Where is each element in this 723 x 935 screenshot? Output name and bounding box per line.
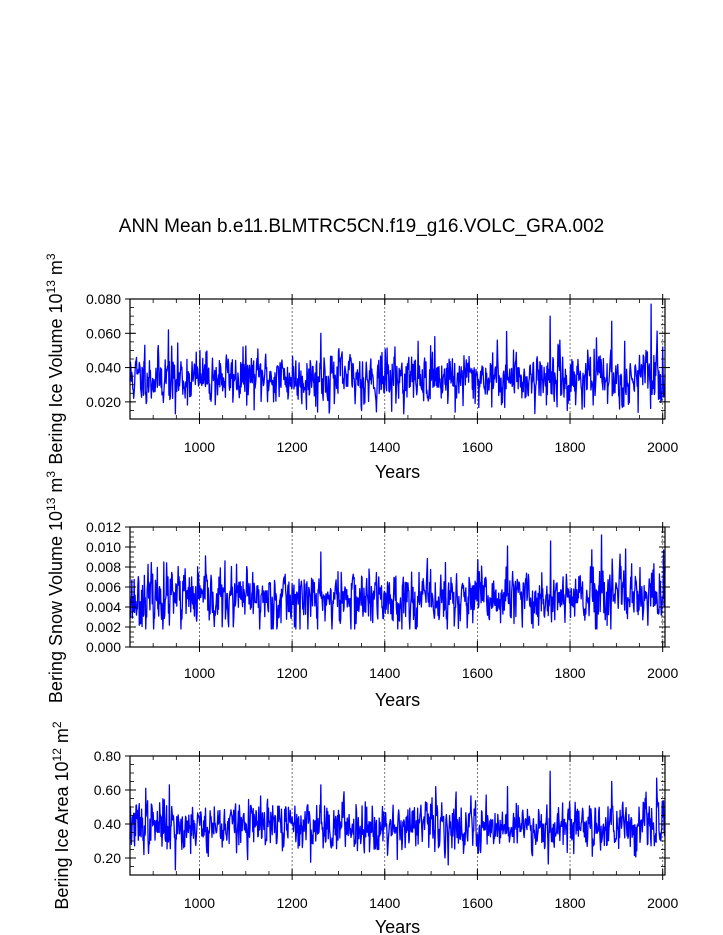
x-tick-label: 1400 (369, 439, 400, 455)
y-axis-label-part: 2 (50, 721, 64, 728)
x-tick-label: 2000 (647, 665, 678, 681)
x-tick-label: 1600 (462, 665, 493, 681)
y-axis-label-part: 3 (44, 253, 58, 260)
y-tick-label: 0.004 (86, 599, 121, 615)
y-axis-label-part: Bering Ice Volume 10 (46, 293, 66, 464)
x-tick-label: 1400 (369, 665, 400, 681)
y-tick-label: 0.40 (94, 816, 121, 832)
x-tick-label: 1600 (462, 895, 493, 911)
x-tick-label: 2000 (647, 439, 678, 455)
y-axis-label: Bering Ice Area 1012 m2 (50, 721, 72, 909)
panel-snow-volume: 0.000 0.002 0.004 0.006 0.008 0.010 0.012 1000 1… (44, 471, 678, 710)
y-axis-label-part: 13 (44, 497, 58, 511)
x-tick-label: 1000 (184, 439, 215, 455)
x-tick-label: 1800 (554, 895, 585, 911)
y-axis-label-part: 13 (44, 280, 58, 294)
y-tick-label: 0.040 (86, 360, 121, 376)
panel-ice-volume: 0.020 0.040 0.060 0.080 1000 1200 1400 1600 1800… (44, 253, 678, 482)
y-tick-label: 0.008 (86, 559, 121, 575)
y-tick-label: 0.002 (86, 619, 121, 635)
x-tick-label: 1200 (277, 895, 308, 911)
y-axis-label-part: m (52, 728, 72, 748)
y-tick-label: 0.000 (86, 639, 121, 655)
x-tick-label: 1800 (554, 665, 585, 681)
y-tick-label: 0.20 (94, 850, 121, 866)
chart-title: ANN Mean b.e11.BLMTRC5CN.f19_g16.VOLC_GR… (118, 216, 605, 237)
x-tick-label: 1400 (369, 895, 400, 911)
y-axis-label-part: 12 (50, 748, 64, 762)
x-tick-label: 1000 (184, 895, 215, 911)
y-tick-label: 0.006 (86, 579, 121, 595)
y-tick-label: 0.080 (86, 291, 121, 307)
x-axis-label: Years (375, 917, 420, 935)
x-tick-label: 1200 (277, 439, 308, 455)
x-axis-label: Years (375, 690, 420, 710)
y-axis-label-part: m (46, 260, 66, 280)
y-axis-label-part: Bering Snow Volume 10 (46, 511, 66, 703)
panel-ice-area: 0.20 0.40 0.60 0.80 1000 1200 1400 1600 1800 2000… (50, 721, 678, 935)
x-axis-label: Years (375, 462, 420, 482)
y-axis-label: Bering Snow Volume 1013 m3 (44, 471, 66, 703)
series-line (129, 303, 666, 415)
y-tick-label: 0.020 (86, 394, 121, 410)
x-tick-label: 2000 (647, 895, 678, 911)
series-line (129, 770, 666, 871)
y-axis-label-part: Bering Ice Area 10 (52, 761, 72, 909)
y-axis-label-part: m (46, 478, 66, 498)
y-axis-label-part: 3 (44, 471, 58, 478)
x-tick-label: 1600 (462, 439, 493, 455)
y-tick-label: 0.060 (86, 325, 121, 341)
y-tick-label: 0.60 (94, 782, 121, 798)
x-tick-label: 1000 (184, 665, 215, 681)
y-tick-label: 0.010 (86, 539, 121, 555)
x-tick-label: 1200 (277, 665, 308, 681)
y-tick-label: 0.012 (86, 519, 121, 535)
series-line (129, 534, 666, 630)
x-tick-label: 1800 (554, 439, 585, 455)
y-tick-label: 0.80 (94, 748, 121, 764)
y-axis-label: Bering Ice Volume 1013 m3 (44, 253, 66, 464)
